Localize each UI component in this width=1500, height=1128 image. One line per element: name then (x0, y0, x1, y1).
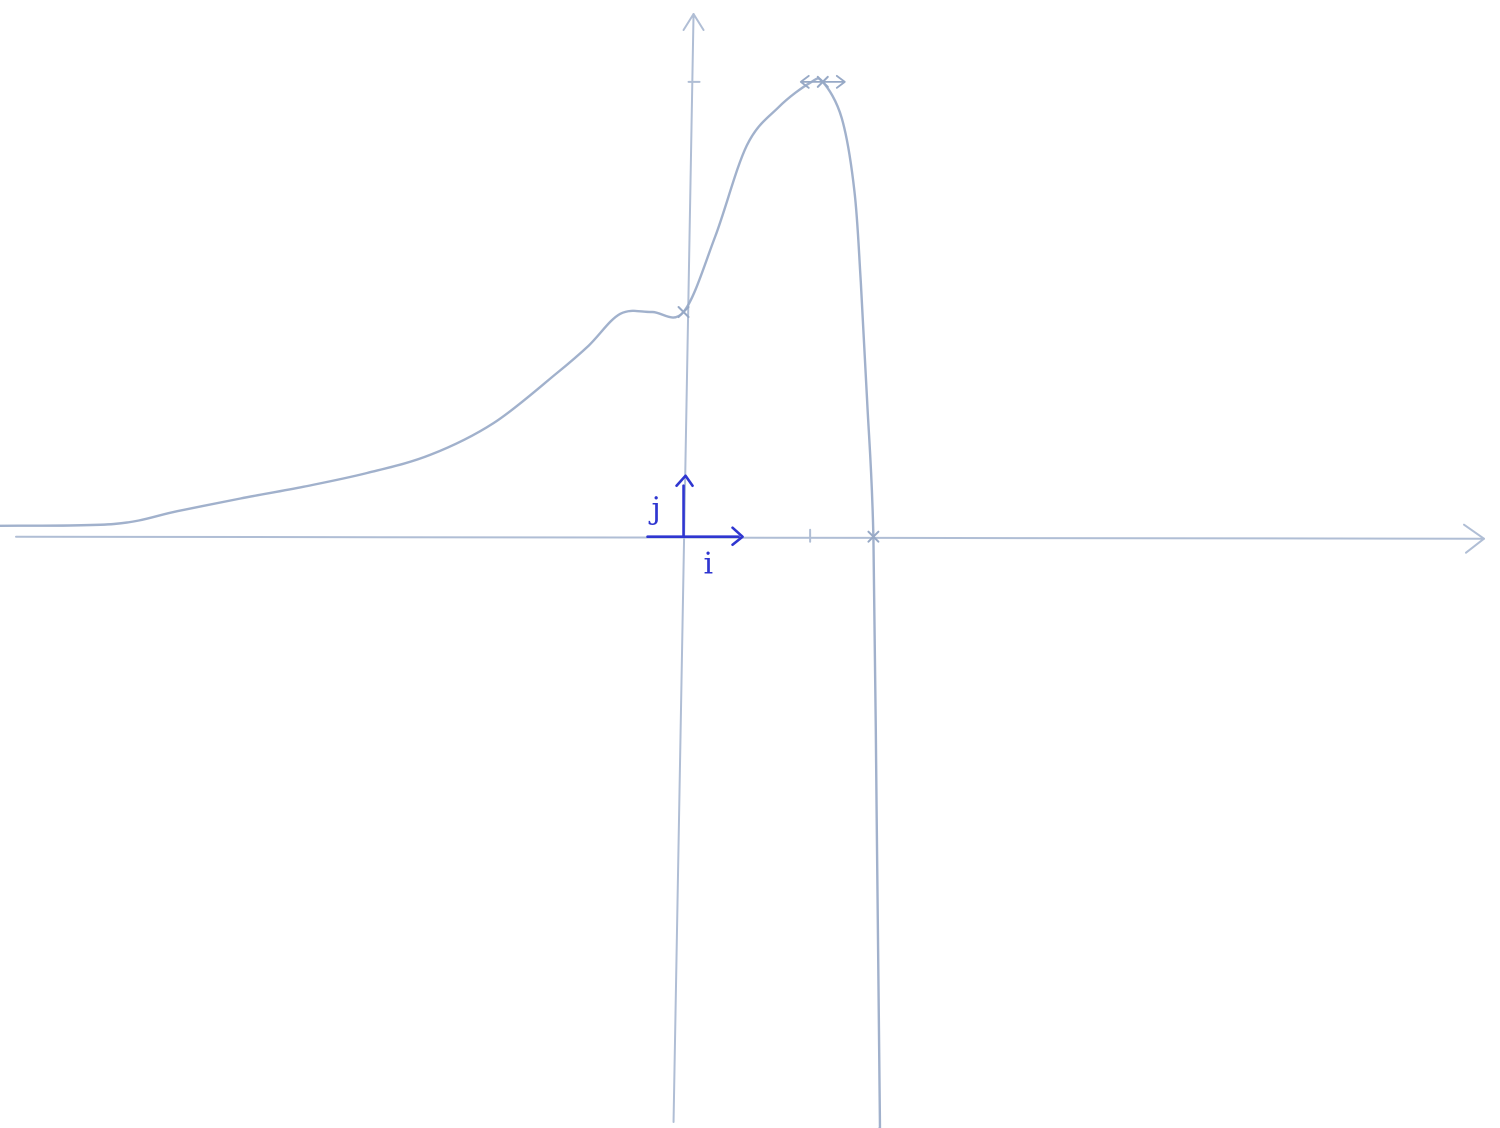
point-cross (677, 306, 690, 319)
x-axis (15, 535, 1485, 540)
curves (0, 77, 882, 1128)
curve (0, 77, 882, 1128)
unit-vector-j-label: j (649, 492, 661, 527)
axis-ticks (687, 80, 812, 543)
point-marks (677, 74, 880, 543)
unit-vectors: i j (646, 474, 744, 582)
unit-vector-i-label: i (704, 547, 714, 582)
y-axis-arrow (682, 13, 705, 31)
unit-vector-j-arrowhead (675, 474, 694, 488)
unit-vector-i-arrowhead (731, 526, 744, 547)
x-axis-arrow (1463, 523, 1485, 554)
tangent-arrows (799, 74, 846, 89)
axes (15, 13, 1485, 1123)
y-axis (672, 13, 695, 1123)
point-cross (867, 530, 880, 543)
